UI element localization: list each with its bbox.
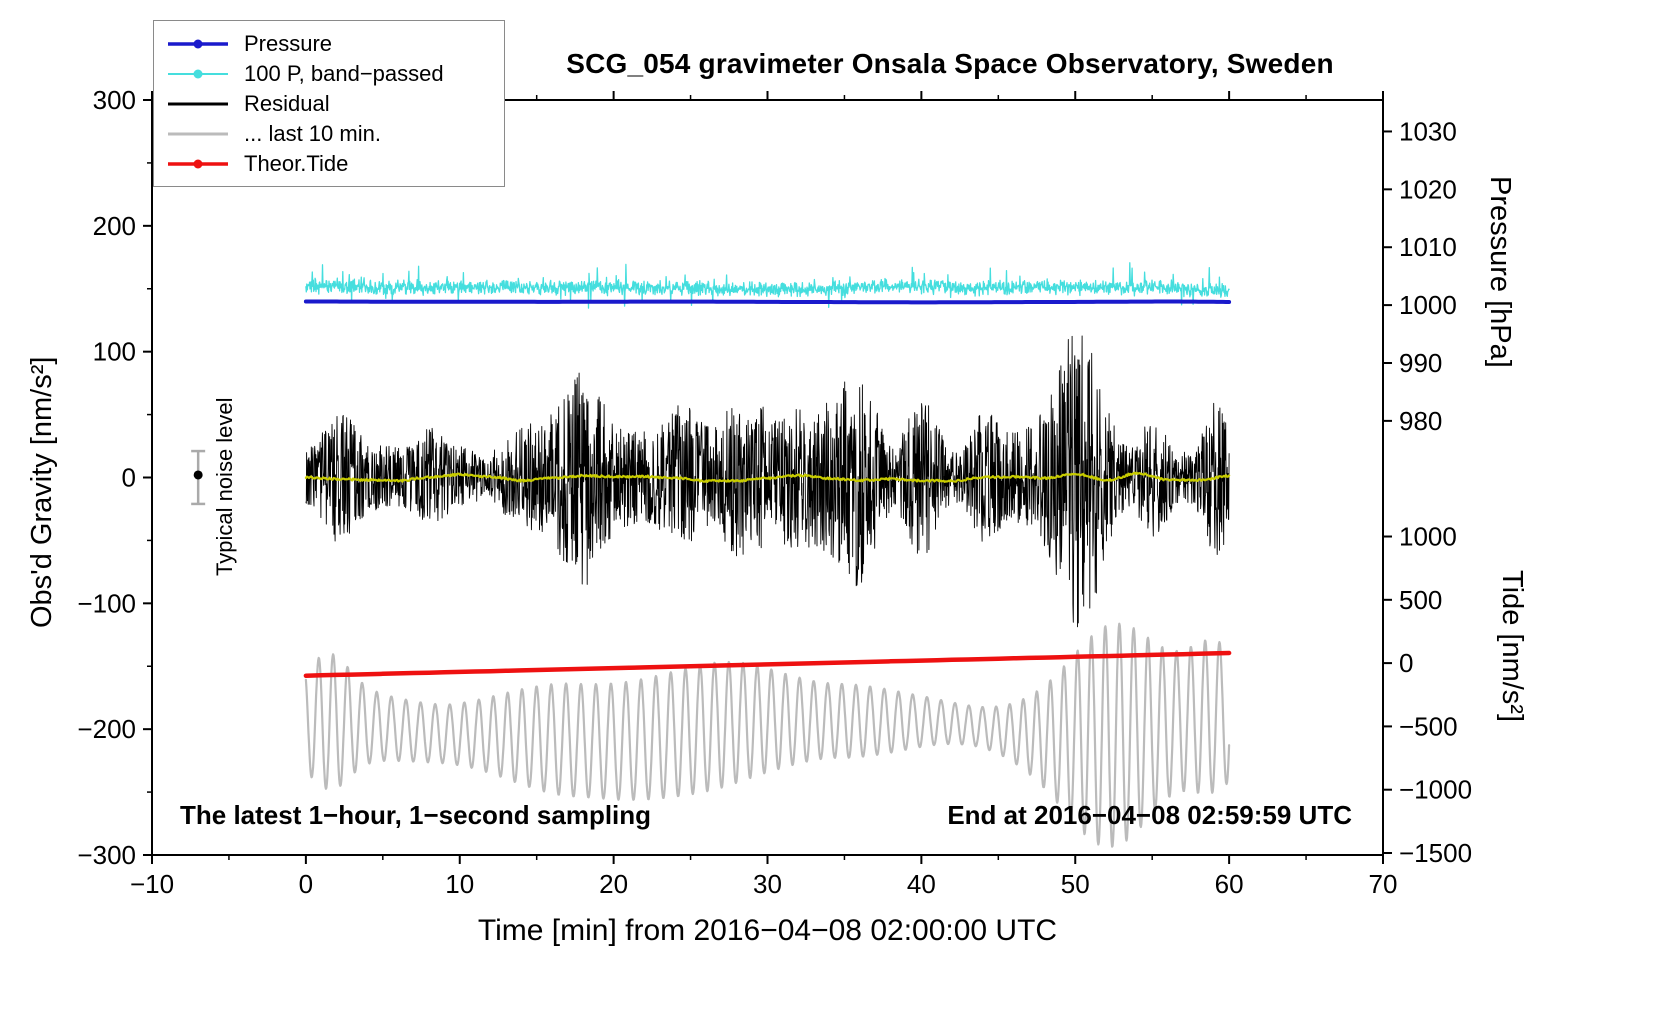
legend-label: Theor.Tide bbox=[244, 150, 349, 176]
pressure-tick-label: 1000 bbox=[1399, 290, 1457, 320]
pressure-tick-label: 1010 bbox=[1399, 232, 1457, 262]
noise-marker-dot bbox=[193, 470, 203, 480]
legend-sample-line bbox=[168, 159, 228, 168]
legend-item: Pressure bbox=[166, 30, 486, 57]
y-tick-label: 100 bbox=[93, 337, 136, 367]
end-time-note: End at 2016−04−08 02:59:59 UTC bbox=[947, 800, 1352, 830]
x-tick-label: 50 bbox=[1061, 869, 1090, 899]
legend-item: Residual bbox=[166, 90, 486, 117]
y-tick-label: −200 bbox=[77, 714, 136, 744]
theor-tide-line bbox=[303, 650, 1232, 678]
chart-title: SCG_054 gravimeter Onsala Space Observat… bbox=[566, 48, 1334, 79]
pressure-tick-label: 990 bbox=[1399, 348, 1442, 378]
x-tick-label: 20 bbox=[599, 869, 628, 899]
last10min-line bbox=[304, 622, 1231, 848]
legend-label: Residual bbox=[244, 90, 330, 116]
y-tick-label: −300 bbox=[77, 840, 136, 870]
x-axis-label: Time [min] from 2016−04−08 02:00:00 UTC bbox=[477, 914, 1058, 947]
legend-marker-dot bbox=[193, 39, 203, 48]
legend-marker-dot bbox=[193, 69, 203, 78]
tide-tick-label: −500 bbox=[1399, 711, 1458, 741]
legend: Pressure 100 P, band−passed Residual ... la… bbox=[153, 20, 505, 187]
legend-sample-line bbox=[168, 132, 228, 135]
legend-item: ... last 10 min. bbox=[166, 120, 486, 147]
y-axis-label-gravity: Obs'd Gravity [nm/s²] bbox=[26, 356, 58, 628]
legend-sample-line bbox=[168, 39, 228, 48]
y-tick-label: 200 bbox=[93, 211, 136, 241]
y-axis-label-pressure: Pressure [hPa] bbox=[1484, 176, 1516, 368]
tide-tick-label: −1000 bbox=[1399, 775, 1472, 805]
tide-tick-label: 1000 bbox=[1399, 522, 1457, 552]
pressure-line bbox=[303, 299, 1232, 305]
x-tick-label: 60 bbox=[1215, 869, 1244, 899]
y-tick-label: 300 bbox=[93, 85, 136, 115]
x-tick-label: 0 bbox=[299, 869, 313, 899]
legend-item: Theor.Tide bbox=[166, 150, 486, 177]
noise-level-label: Typical noise level bbox=[212, 397, 237, 576]
x-tick-label: 40 bbox=[907, 869, 936, 899]
legend-marker-dot bbox=[193, 159, 203, 168]
tide-tick-label: 500 bbox=[1399, 585, 1442, 615]
legend-label: 100 P, band−passed bbox=[244, 60, 444, 86]
bandpassed-pressure-line bbox=[305, 262, 1230, 309]
legend-sample-line bbox=[168, 102, 228, 105]
x-tick-label: −10 bbox=[130, 869, 174, 899]
legend-label: ... last 10 min. bbox=[244, 120, 381, 146]
residual-smoothed-line bbox=[304, 471, 1231, 483]
sampling-note: The latest 1−hour, 1−second sampling bbox=[180, 800, 652, 830]
legend-sample-line bbox=[168, 69, 228, 78]
pressure-tick-label: 980 bbox=[1399, 406, 1442, 436]
pressure-tick-label: 1030 bbox=[1399, 116, 1457, 146]
tide-tick-label: −1500 bbox=[1399, 838, 1472, 868]
y-tick-label: 0 bbox=[122, 463, 136, 493]
x-tick-label: 10 bbox=[445, 869, 474, 899]
tide-tick-label: 0 bbox=[1399, 648, 1413, 678]
x-tick-label: 30 bbox=[753, 869, 782, 899]
x-tick-label: 70 bbox=[1369, 869, 1398, 899]
residual-line bbox=[305, 335, 1230, 628]
y-axis-label-tide: Tide [nm/s²] bbox=[1496, 570, 1528, 723]
legend-label: Pressure bbox=[244, 30, 333, 56]
legend-item: 100 P, band−passed bbox=[166, 60, 486, 87]
pressure-tick-label: 1020 bbox=[1399, 174, 1457, 204]
y-tick-label: −100 bbox=[77, 588, 136, 618]
